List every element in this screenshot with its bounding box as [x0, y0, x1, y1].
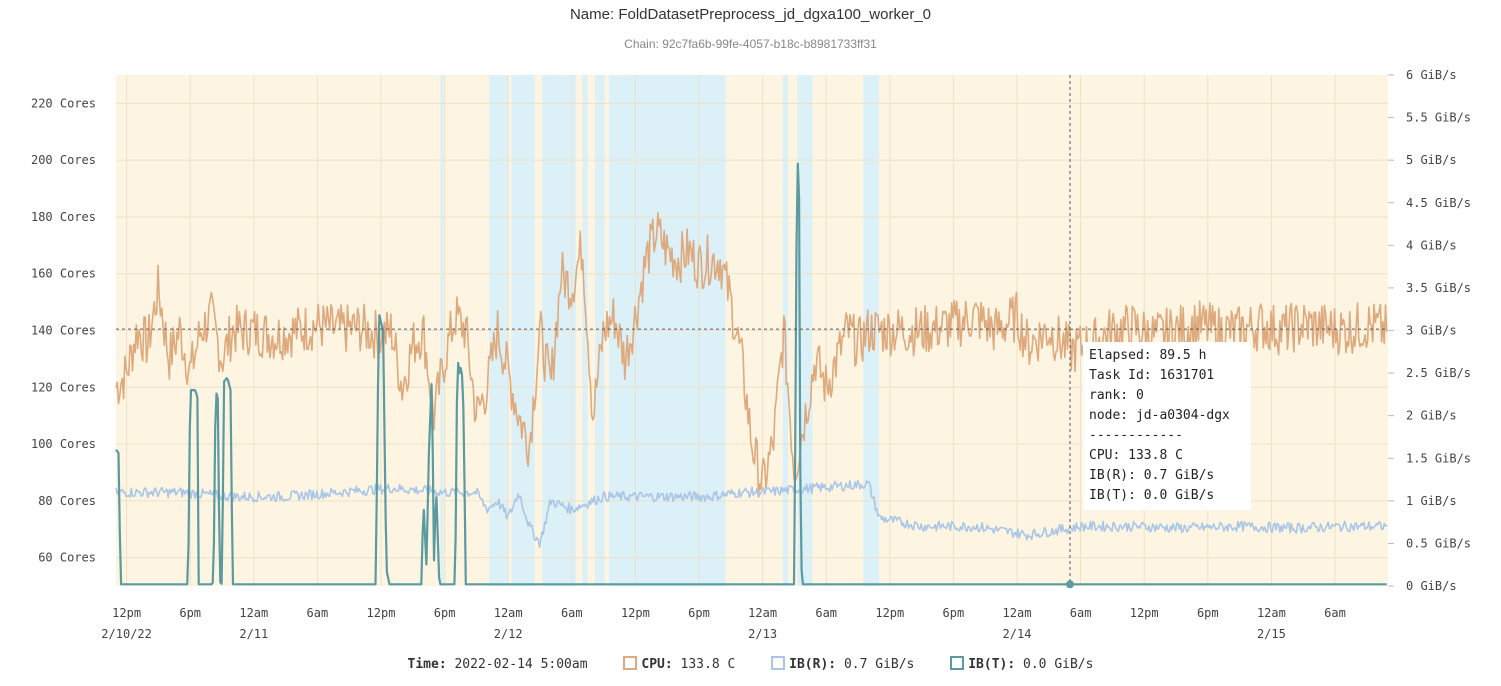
y-left-tick-label: 160 Cores [31, 267, 96, 281]
x-tick-label: 6pm [179, 606, 201, 620]
y-left-tick-label: 120 Cores [31, 380, 96, 394]
x-tick-label: 12am [748, 606, 777, 620]
x-tick-label: 12am [494, 606, 523, 620]
x-tick-label: 12pm [367, 606, 396, 620]
ib-r-swatch-icon [771, 656, 786, 670]
x-tick-label: 6am [1070, 606, 1092, 620]
y-right-tick-label: 4 GiB/s [1406, 238, 1457, 252]
legend-ib-r-value: 0.7 GiB/s [843, 657, 915, 672]
tooltip-line: Task Id: 1631701 [1089, 368, 1215, 383]
series-line-ibt [115, 162, 1387, 586]
legend-ib-t[interactable]: IB(T): 0.0 GiB/s [950, 656, 1093, 672]
x-date-label: 2/10/22 [101, 627, 152, 641]
x-tick-label: 6am [561, 606, 583, 620]
y-right-tick-label: 5 GiB/s [1406, 153, 1457, 167]
y-left-tick-label: 100 Cores [31, 437, 96, 451]
x-date-label: 2/12 [494, 627, 523, 641]
legend-ib-t-label: IB(T): [968, 657, 1016, 672]
y-right-tick-label: 2 GiB/s [1406, 409, 1457, 423]
y-right-tick-label: 4.5 GiB/s [1406, 196, 1471, 210]
legend-time-value: 2022-02-14 5:00am [454, 656, 588, 672]
tooltip-line: IB(T): 0.0 GiB/s [1089, 488, 1215, 503]
x-date-label: 2/11 [239, 627, 268, 641]
ib-t-swatch-icon [950, 656, 965, 670]
legend-time: Time: 2022-02-14 5:00am [408, 657, 588, 672]
x-tick-label: 12pm [621, 606, 650, 620]
cpu-swatch-icon [623, 656, 638, 670]
x-date-label: 2/14 [1003, 627, 1032, 641]
x-tick-label: 6am [1324, 606, 1346, 620]
tooltip-line: ------------ [1089, 428, 1183, 443]
x-tick-label: 12am [1257, 606, 1286, 620]
y-right-tick-label: 5.5 GiB/s [1406, 111, 1471, 125]
y-right-tick-label: 0 GiB/s [1406, 579, 1457, 593]
legend-ib-r-label: IB(R): [789, 657, 837, 672]
y-right-tick-label: 6 GiB/s [1406, 68, 1457, 82]
x-tick-label: 12am [1003, 606, 1032, 620]
chart-subtitle: Chain: 92c7fa6b-99fe-4057-b18c-b8981733f… [624, 37, 877, 51]
y-left-tick-label: 220 Cores [31, 96, 96, 110]
legend: Time: 2022-02-14 5:00am CPU: 133.8 C IB(… [0, 656, 1501, 672]
y-right-tick-label: 3 GiB/s [1406, 324, 1457, 338]
y-left-tick-label: 180 Cores [31, 210, 96, 224]
legend-cpu-label: CPU: [641, 657, 673, 672]
x-tick-label: 6pm [688, 606, 710, 620]
x-tick-label: 12am [239, 606, 268, 620]
y-right-tick-label: 3.5 GiB/s [1406, 281, 1471, 295]
legend-cpu-value: 133.8 C [680, 657, 736, 672]
x-tick-label: 6am [815, 606, 837, 620]
series-line-cpu [115, 212, 1388, 496]
x-tick-label: 6pm [943, 606, 965, 620]
x-tick-label: 6pm [1197, 606, 1219, 620]
series-line-ibr [115, 479, 1388, 549]
tooltip-line: IB(R): 0.7 GiB/s [1089, 468, 1215, 483]
x-date-label: 2/13 [748, 627, 777, 641]
legend-ib-t-value: 0.0 GiB/s [1023, 657, 1094, 672]
x-tick-label: 12pm [875, 606, 904, 620]
y-left-tick-label: 140 Cores [31, 324, 96, 338]
y-left-tick-label: 200 Cores [31, 153, 96, 167]
tooltip-line: rank: 0 [1089, 388, 1144, 403]
chart-title: Name: FoldDatasetPreprocess_jd_dgxa100_w… [569, 6, 932, 23]
x-tick-label: 6am [307, 606, 329, 620]
y-left-tick-label: 60 Cores [38, 551, 96, 565]
legend-cpu[interactable]: CPU: 133.8 C [623, 656, 735, 672]
legend-time-label: Time: [407, 656, 447, 672]
tooltip-line: CPU: 133.8 C [1089, 448, 1183, 463]
hover-tooltip: Elapsed: 89.5 h Task Id: 1631701 rank: 0 no… [1083, 342, 1251, 510]
y-right-tick-label: 2.5 GiB/s [1406, 366, 1471, 380]
y-right-tick-label: 1.5 GiB/s [1406, 451, 1471, 465]
tooltip-line: node: jd-a0304-dgx [1089, 408, 1230, 423]
legend-ib-r[interactable]: IB(R): 0.7 GiB/s [771, 656, 914, 672]
x-date-label: 2/15 [1257, 627, 1286, 641]
x-tick-label: 12pm [112, 606, 141, 620]
crosshair-point [1066, 580, 1074, 589]
x-tick-label: 12pm [1130, 606, 1159, 620]
y-left-tick-label: 80 Cores [38, 494, 96, 508]
tooltip-line: Elapsed: 89.5 h [1089, 348, 1207, 363]
y-right-tick-label: 1 GiB/s [1406, 494, 1457, 508]
y-right-tick-label: 0.5 GiB/s [1406, 536, 1471, 550]
x-tick-label: 6pm [434, 606, 456, 620]
